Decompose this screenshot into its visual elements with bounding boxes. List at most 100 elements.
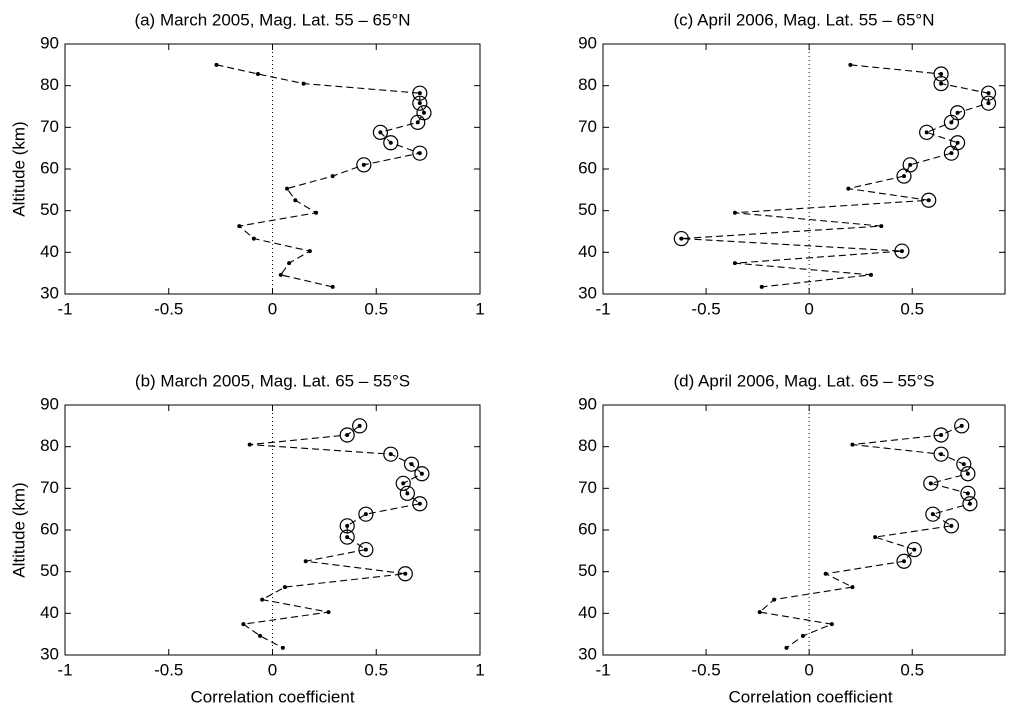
data-point (388, 452, 393, 457)
panel-title: (a) March 2005, Mag. Lat. 55 – 65°N (134, 10, 410, 29)
significance-circle (943, 145, 960, 161)
data-point (214, 62, 219, 67)
x-tick-label: 0.5 (900, 660, 924, 679)
x-tick-label: -1 (595, 660, 610, 679)
significance-circle (412, 496, 428, 512)
data-point (772, 597, 777, 602)
significance-circle (896, 553, 912, 569)
y-tick-label: 60 (40, 519, 59, 538)
data-point (848, 62, 853, 67)
data-point (278, 272, 283, 277)
significance-circle (339, 427, 355, 443)
significance-circle (358, 541, 374, 558)
y-tick-label: 60 (40, 158, 59, 177)
significance-circle (399, 485, 415, 501)
data-point (345, 535, 350, 540)
data-point (939, 81, 944, 86)
panel-title: (b) March 2005, Mag. Lat. 65 – 55°S (135, 371, 410, 390)
significance-circle (980, 85, 997, 101)
significance-circle (383, 446, 399, 462)
significance-circle (894, 243, 910, 259)
plot-frame (602, 404, 1006, 656)
y-axis-label: Altitude (km) (9, 482, 28, 577)
y-tick-label: 60 (578, 158, 597, 177)
data-point (409, 462, 414, 467)
significance-circle (339, 529, 355, 545)
y-tick-label: 30 (578, 644, 597, 663)
significance-circle (962, 496, 978, 512)
significance-circle (414, 466, 430, 482)
significance-circle (412, 85, 428, 101)
data-point (255, 72, 260, 76)
data-point (949, 523, 954, 528)
x-axis-label: Correlation coefficient (190, 687, 354, 706)
panel-title: (c) April 2006, Mag. Lat. 55 – 65°N (674, 10, 935, 29)
data-point (873, 535, 878, 540)
significance-circle (960, 466, 976, 482)
data-point (314, 210, 319, 215)
significance-circle (943, 114, 960, 130)
x-axis-label: Correlation coefficient (728, 687, 892, 706)
x-tick-label: -0.5 (154, 299, 183, 318)
data-point (939, 452, 944, 457)
y-tick-label: 90 (40, 33, 59, 52)
significance-circle (896, 168, 912, 184)
y-tick-label: 90 (578, 33, 597, 52)
significance-circle (956, 456, 972, 472)
significance-circle (403, 456, 420, 472)
data-point (926, 198, 931, 203)
significance-circle (960, 485, 976, 501)
significance-circle (339, 518, 355, 534)
data-point (800, 633, 805, 638)
data-point (850, 585, 855, 590)
data-point (285, 186, 290, 191)
y-tick-label: 90 (578, 394, 597, 413)
y-tick-label: 80 (578, 436, 597, 455)
data-point (967, 501, 972, 506)
x-tick-label: -1 (595, 299, 610, 318)
significance-circle (933, 66, 949, 82)
data-point (330, 284, 335, 289)
data-point (330, 174, 335, 179)
y-tick-label: 50 (578, 200, 597, 219)
significance-circle (358, 506, 374, 522)
data-point (928, 481, 933, 486)
data-point (908, 162, 913, 167)
data-point (955, 140, 960, 145)
x-tick-label: 1 (475, 299, 484, 318)
data-point (363, 547, 368, 552)
data-point (287, 261, 292, 266)
y-tick-label: 30 (40, 283, 59, 302)
data-point (419, 471, 424, 476)
data-point (846, 186, 851, 191)
significance-circle (933, 75, 949, 92)
data-point (417, 91, 422, 96)
significance-circle (356, 157, 372, 173)
y-tick-label: 90 (40, 394, 59, 413)
y-tick-label: 40 (40, 603, 59, 622)
data-point (417, 501, 422, 506)
x-tick-label: -1 (57, 299, 72, 318)
data-point (260, 597, 265, 602)
x-tick-label: -1 (57, 660, 72, 679)
profile-line (241, 425, 423, 649)
y-tick-label: 70 (578, 117, 597, 136)
data-point (823, 571, 828, 576)
data-point (930, 512, 935, 517)
x-tick-label: 0 (804, 299, 813, 318)
data-point (955, 110, 960, 115)
data-point (251, 236, 256, 241)
significance-circle (921, 192, 937, 208)
y-tick-label: 30 (40, 644, 59, 663)
x-tick-label: 0.5 (900, 299, 924, 318)
y-tick-label: 40 (578, 603, 597, 622)
significance-circle (395, 475, 411, 491)
data-point (357, 423, 362, 428)
significance-circle (372, 124, 388, 140)
y-tick-label: 70 (40, 117, 59, 136)
significance-circle (906, 541, 922, 558)
data-point (757, 610, 762, 615)
y-tick-label: 40 (40, 242, 59, 261)
x-tick-label: -0.5 (154, 660, 183, 679)
